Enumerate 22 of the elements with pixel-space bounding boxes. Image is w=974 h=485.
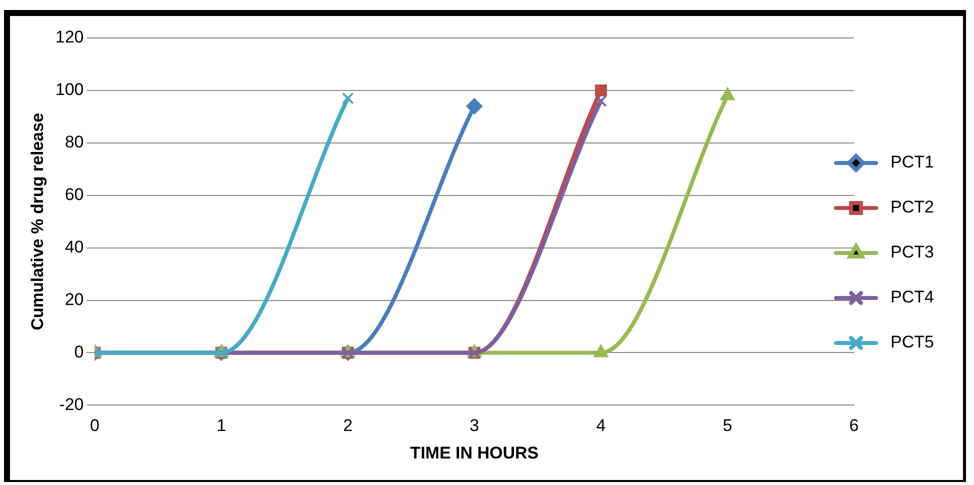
y-tick-label: 60 <box>64 185 84 204</box>
legend-label: PCT5 <box>890 332 934 352</box>
x-tick-label: 3 <box>470 416 480 436</box>
y-tick-label: 80 <box>64 132 84 152</box>
x-tick-label: 5 <box>722 416 732 436</box>
y-tick-label: 100 <box>55 80 84 100</box>
y-tick-label: 40 <box>64 238 84 257</box>
x-axis-title: TIME IN HOURS <box>410 443 539 462</box>
legend-label: PCT1 <box>890 152 934 172</box>
y-axis-title: Cumulative % drug release <box>28 112 47 330</box>
y-tick-label: 20 <box>64 290 84 309</box>
y-tick-label: 120 <box>55 28 84 47</box>
legend-label: PCT3 <box>890 242 934 262</box>
y-tick-label: -20 <box>59 394 84 414</box>
x-tick-label: 2 <box>343 416 353 436</box>
legend-label: PCT2 <box>890 198 934 217</box>
x-tick-label: 1 <box>216 416 226 436</box>
x-tick-label: 0 <box>90 416 100 436</box>
x-tick-label: 4 <box>596 416 606 436</box>
y-tick-label: 0 <box>74 342 84 362</box>
x-tick-label: 6 <box>849 416 859 436</box>
legend-label: PCT4 <box>890 288 934 307</box>
